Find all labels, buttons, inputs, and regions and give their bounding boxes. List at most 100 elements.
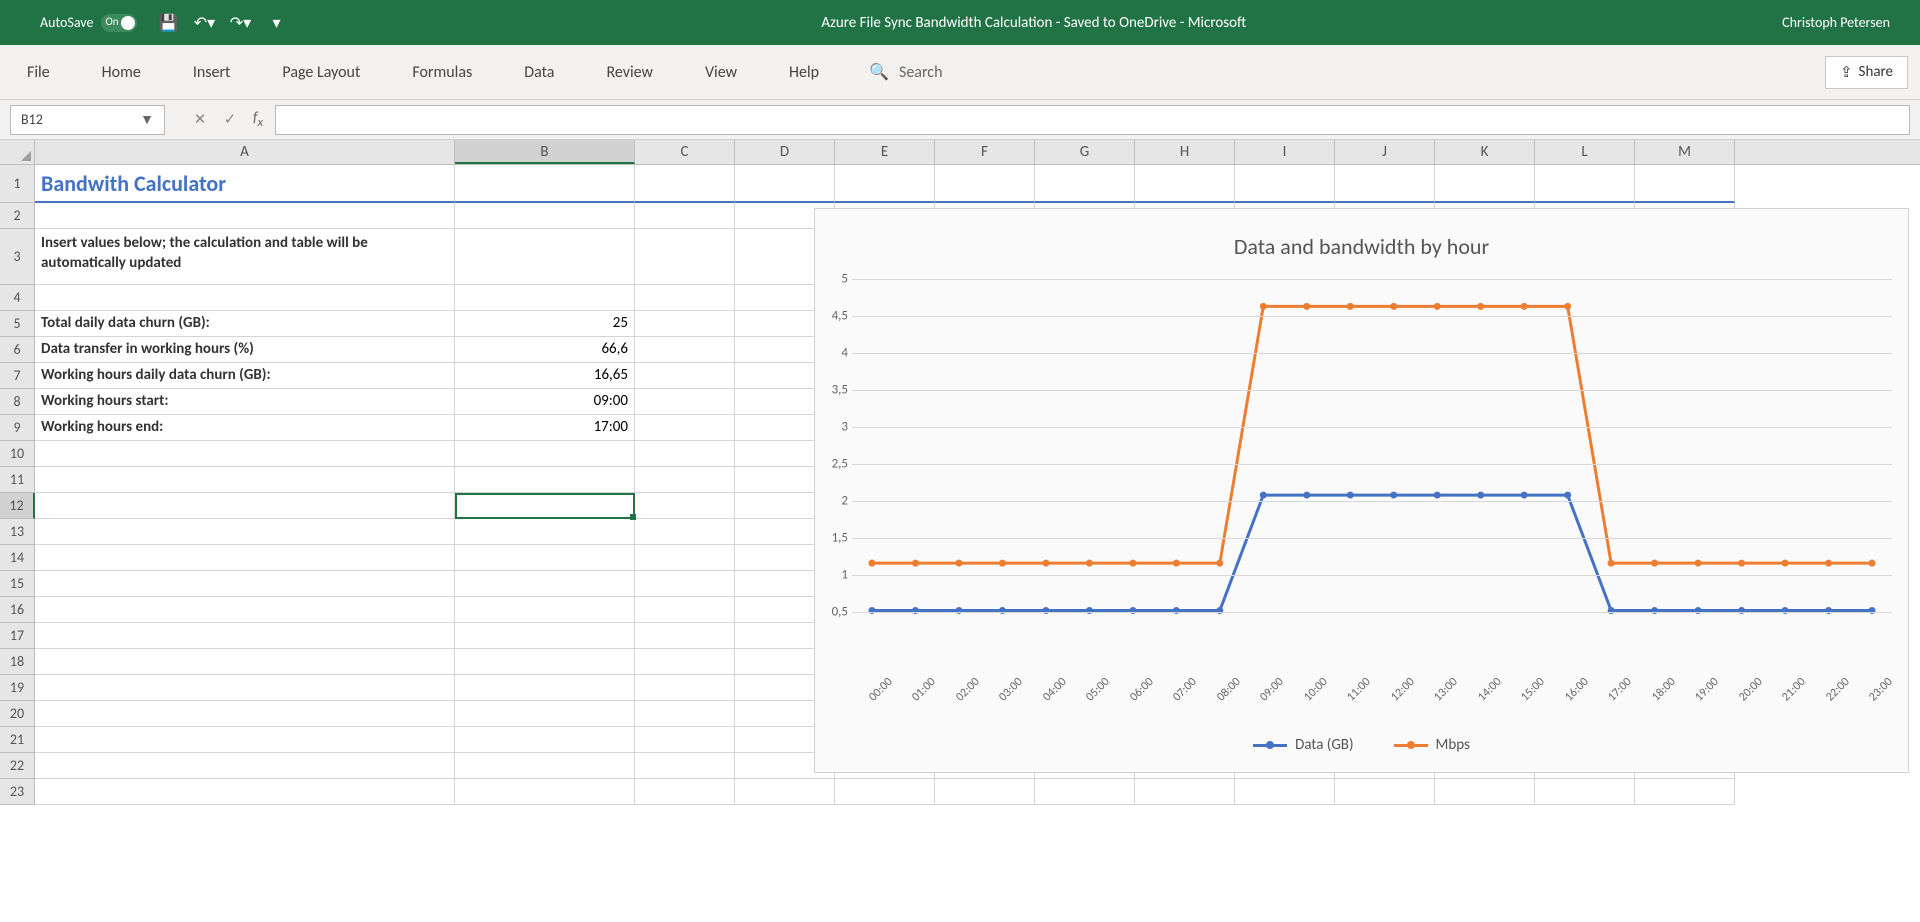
cell-A17[interactable] — [35, 623, 455, 649]
cell-J23[interactable] — [1335, 779, 1435, 805]
cell-B21[interactable] — [455, 727, 635, 753]
cell-B20[interactable] — [455, 701, 635, 727]
formula-input[interactable] — [275, 105, 1910, 135]
share-button[interactable]: ⇪ Share — [1825, 56, 1908, 89]
tab-data[interactable]: Data — [522, 59, 556, 86]
qat-customize-icon[interactable]: ▾ — [267, 14, 285, 32]
enter-icon[interactable]: ✓ — [215, 105, 245, 135]
chevron-down-icon[interactable]: ▼ — [140, 111, 154, 128]
column-header-M[interactable]: M — [1635, 140, 1735, 164]
undo-icon[interactable]: ↶▾ — [195, 14, 213, 32]
cell-A2[interactable] — [35, 203, 455, 229]
cell-C15[interactable] — [635, 571, 735, 597]
cell-D1[interactable] — [735, 165, 835, 203]
row-header-6[interactable]: 6 — [0, 337, 35, 363]
cell-C20[interactable] — [635, 701, 735, 727]
column-header-I[interactable]: I — [1235, 140, 1335, 164]
cell-C8[interactable] — [635, 389, 735, 415]
column-header-F[interactable]: F — [935, 140, 1035, 164]
row-header-20[interactable]: 20 — [0, 701, 35, 727]
cell-C17[interactable] — [635, 623, 735, 649]
tab-page-layout[interactable]: Page Layout — [280, 59, 362, 86]
redo-icon[interactable]: ↷▾ — [231, 14, 249, 32]
cell-B23[interactable] — [455, 779, 635, 805]
cell-J1[interactable] — [1335, 165, 1435, 203]
cell-M1[interactable] — [1635, 165, 1735, 203]
cell-L1[interactable] — [1535, 165, 1635, 203]
cell-K23[interactable] — [1435, 779, 1535, 805]
row-header-14[interactable]: 14 — [0, 545, 35, 571]
cell-C12[interactable] — [635, 493, 735, 519]
column-header-L[interactable]: L — [1535, 140, 1635, 164]
cell-I1[interactable] — [1235, 165, 1335, 203]
legend-item-data[interactable]: Data (GB) — [1253, 736, 1353, 754]
cell-C13[interactable] — [635, 519, 735, 545]
cell-A18[interactable] — [35, 649, 455, 675]
row-header-10[interactable]: 10 — [0, 441, 35, 467]
cell-B13[interactable] — [455, 519, 635, 545]
cell-A19[interactable] — [35, 675, 455, 701]
cell-A14[interactable] — [35, 545, 455, 571]
cell-B17[interactable] — [455, 623, 635, 649]
row-header-3[interactable]: 3 — [0, 229, 35, 285]
cell-C23[interactable] — [635, 779, 735, 805]
column-header-D[interactable]: D — [735, 140, 835, 164]
cell-B16[interactable] — [455, 597, 635, 623]
name-box[interactable]: B12 ▼ — [10, 105, 165, 135]
row-header-15[interactable]: 15 — [0, 571, 35, 597]
search-box[interactable]: 🔍 Search — [869, 62, 942, 82]
tab-view[interactable]: View — [703, 59, 739, 86]
cancel-icon[interactable]: ✕ — [185, 105, 215, 135]
tab-review[interactable]: Review — [604, 59, 655, 86]
row-header-16[interactable]: 16 — [0, 597, 35, 623]
cell-C3[interactable] — [635, 229, 735, 285]
column-header-J[interactable]: J — [1335, 140, 1435, 164]
cell-D23[interactable] — [735, 779, 835, 805]
cell-B6[interactable]: 66,6 — [455, 337, 635, 363]
cell-B12[interactable] — [455, 493, 635, 519]
cell-M23[interactable] — [1635, 779, 1735, 805]
cell-G23[interactable] — [1035, 779, 1135, 805]
column-header-B[interactable]: B — [455, 140, 635, 164]
row-header-23[interactable]: 23 — [0, 779, 35, 805]
row-header-17[interactable]: 17 — [0, 623, 35, 649]
tab-insert[interactable]: Insert — [191, 59, 233, 86]
cell-A20[interactable] — [35, 701, 455, 727]
cell-B18[interactable] — [455, 649, 635, 675]
cell-E23[interactable] — [835, 779, 935, 805]
cell-B9[interactable]: 17:00 — [455, 415, 635, 441]
cell-B4[interactable] — [455, 285, 635, 311]
cell-C10[interactable] — [635, 441, 735, 467]
cell-B11[interactable] — [455, 467, 635, 493]
cell-C6[interactable] — [635, 337, 735, 363]
cell-A11[interactable] — [35, 467, 455, 493]
cell-C9[interactable] — [635, 415, 735, 441]
row-header-2[interactable]: 2 — [0, 203, 35, 229]
cell-A8[interactable]: Working hours start: — [35, 389, 455, 415]
fx-icon[interactable]: fx — [253, 109, 263, 130]
legend-item-mbps[interactable]: Mbps — [1394, 736, 1470, 754]
autosave[interactable]: AutoSave On — [40, 14, 137, 32]
cell-C18[interactable] — [635, 649, 735, 675]
cell-A4[interactable] — [35, 285, 455, 311]
cell-B7[interactable]: 16,65 — [455, 363, 635, 389]
cell-A9[interactable]: Working hours end: — [35, 415, 455, 441]
row-header-22[interactable]: 22 — [0, 753, 35, 779]
cell-C11[interactable] — [635, 467, 735, 493]
cell-A5[interactable]: Total daily data churn (GB): — [35, 311, 455, 337]
cell-A23[interactable] — [35, 779, 455, 805]
cell-C22[interactable] — [635, 753, 735, 779]
chart-data-bandwidth[interactable]: Data and bandwidth by hour 0,511,522,533… — [814, 208, 1909, 773]
save-icon[interactable]: 💾 — [159, 14, 177, 32]
cell-A16[interactable] — [35, 597, 455, 623]
cell-H1[interactable] — [1135, 165, 1235, 203]
select-all-corner[interactable] — [0, 140, 35, 164]
tab-help[interactable]: Help — [787, 59, 821, 86]
cell-B8[interactable]: 09:00 — [455, 389, 635, 415]
cell-C14[interactable] — [635, 545, 735, 571]
column-header-C[interactable]: C — [635, 140, 735, 164]
row-header-9[interactable]: 9 — [0, 415, 35, 441]
row-header-12[interactable]: 12 — [0, 493, 35, 519]
cell-B10[interactable] — [455, 441, 635, 467]
cell-A13[interactable] — [35, 519, 455, 545]
